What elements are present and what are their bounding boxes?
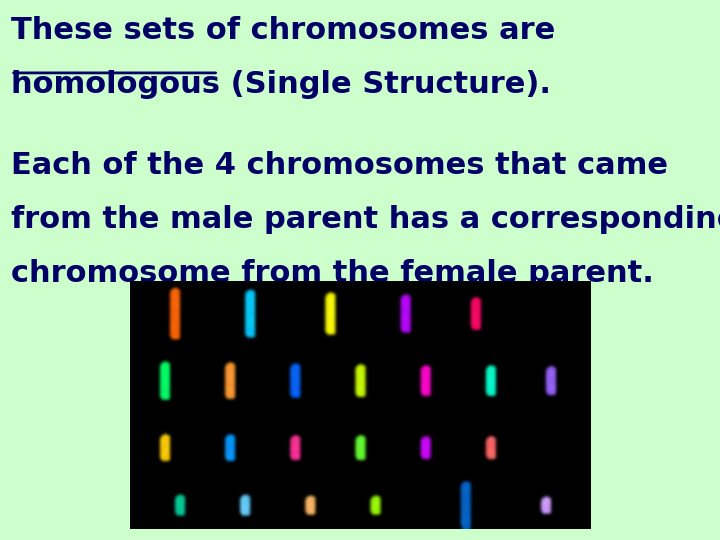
- Text: from the male parent has a corresponding: from the male parent has a corresponding: [11, 205, 720, 234]
- Text: Each of the 4 chromosomes that came: Each of the 4 chromosomes that came: [11, 151, 667, 180]
- Text: homologous (Single Structure).: homologous (Single Structure).: [11, 70, 551, 99]
- Text: chromosome from the female parent.: chromosome from the female parent.: [11, 259, 654, 288]
- Text: These sets of chromosomes are: These sets of chromosomes are: [11, 16, 555, 45]
